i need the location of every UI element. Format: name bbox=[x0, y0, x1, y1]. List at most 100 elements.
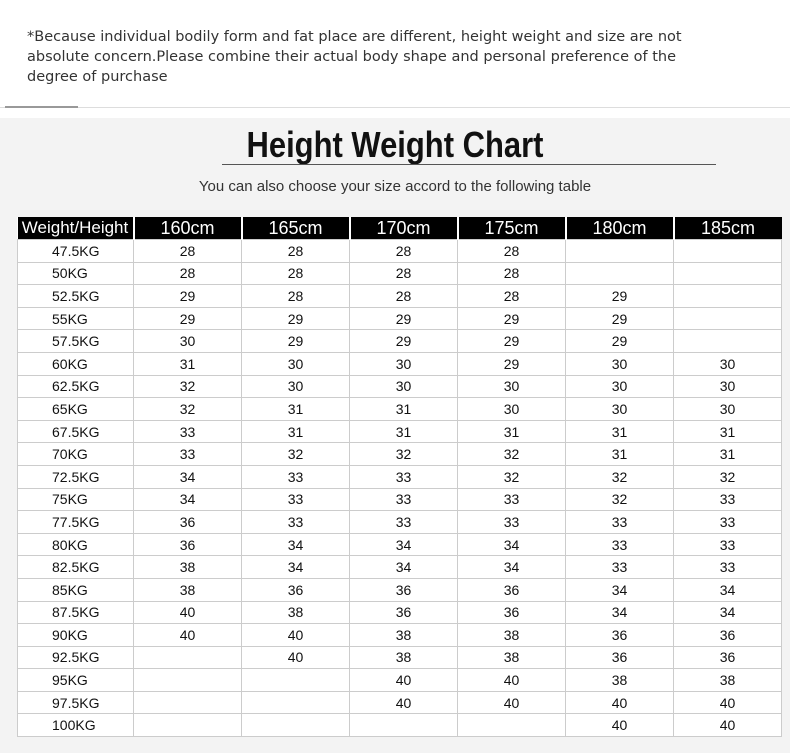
size-cell bbox=[673, 284, 782, 308]
size-cell: 40 bbox=[133, 600, 242, 625]
header-row: Weight/Height 160cm 165cm 170cm 175cm 180cm 18… bbox=[17, 217, 782, 240]
size-cell bbox=[565, 239, 674, 263]
size-cell: 33 bbox=[673, 510, 782, 534]
size-cell: 36 bbox=[349, 600, 458, 625]
header-cell: 165cm bbox=[240, 217, 350, 240]
size-cell: 40 bbox=[457, 668, 566, 692]
table-row: 90KG 40 40 38 38 36 36 bbox=[17, 623, 782, 647]
size-cell: 33 bbox=[349, 487, 458, 512]
size-cell: 29 bbox=[565, 329, 674, 353]
size-cell: 34 bbox=[565, 577, 674, 602]
size-cell: 38 bbox=[241, 600, 350, 625]
size-cell: 31 bbox=[133, 351, 242, 376]
size-cell: 31 bbox=[565, 419, 674, 444]
size-cell: 32 bbox=[457, 464, 566, 489]
size-cell: 28 bbox=[457, 239, 566, 263]
size-cell: 29 bbox=[565, 284, 674, 308]
size-cell: 38 bbox=[457, 645, 566, 670]
table-row: 97.5KG 40 40 40 40 bbox=[17, 690, 782, 715]
weight-cell: 72.5KG bbox=[17, 464, 134, 489]
table-row: 67.5KG 33 31 31 31 31 31 bbox=[17, 419, 782, 444]
table-row: 62.5KG 32 30 30 30 30 30 bbox=[17, 374, 782, 399]
size-cell: 31 bbox=[457, 419, 566, 444]
size-cell: 33 bbox=[457, 487, 566, 512]
table-row: 52.5KG 29 28 28 28 29 bbox=[17, 284, 782, 308]
size-cell: 30 bbox=[673, 397, 782, 421]
weight-cell: 47.5KG bbox=[17, 239, 134, 263]
size-cell: 28 bbox=[241, 239, 350, 263]
table-row: 87.5KG 40 38 36 36 34 34 bbox=[17, 600, 782, 625]
size-cell: 29 bbox=[133, 306, 242, 331]
size-cell: 34 bbox=[241, 532, 350, 557]
size-cell bbox=[241, 668, 350, 692]
size-cell: 29 bbox=[133, 284, 242, 308]
size-cell: 32 bbox=[241, 442, 350, 466]
size-cell: 29 bbox=[457, 306, 566, 331]
size-cell: 31 bbox=[349, 419, 458, 444]
weight-cell: 82.5KG bbox=[17, 555, 134, 579]
table-row: 80KG 36 34 34 34 33 33 bbox=[17, 532, 782, 557]
size-cell: 30 bbox=[133, 329, 242, 353]
header-cell: 185cm bbox=[672, 217, 782, 240]
size-cell: 40 bbox=[349, 690, 458, 715]
table-row: 100KG 40 40 bbox=[17, 713, 782, 738]
size-cell: 36 bbox=[241, 577, 350, 602]
size-cell bbox=[241, 713, 350, 738]
weight-cell: 77.5KG bbox=[17, 510, 134, 534]
weight-cell: 55KG bbox=[17, 306, 134, 331]
size-cell: 31 bbox=[241, 397, 350, 421]
header-cell: 175cm bbox=[456, 217, 566, 240]
size-cell: 33 bbox=[241, 487, 350, 512]
size-cell: 28 bbox=[133, 261, 242, 286]
size-cell bbox=[349, 713, 458, 738]
size-cell: 38 bbox=[133, 555, 242, 579]
size-cell bbox=[673, 261, 782, 286]
divider-accent bbox=[5, 106, 78, 108]
size-cell bbox=[133, 668, 242, 692]
size-cell: 33 bbox=[673, 555, 782, 579]
size-cell: 36 bbox=[133, 510, 242, 534]
table-row: 92.5KG 40 38 38 36 36 bbox=[17, 645, 782, 670]
title: Height Weight Chart bbox=[246, 124, 544, 165]
header-cell: 170cm bbox=[348, 217, 458, 240]
table-row: 95KG 40 40 38 38 bbox=[17, 668, 782, 692]
size-cell: 40 bbox=[349, 668, 458, 692]
size-cell: 36 bbox=[673, 623, 782, 647]
size-cell: 30 bbox=[673, 374, 782, 399]
size-cell: 36 bbox=[565, 623, 674, 647]
size-cell: 28 bbox=[241, 261, 350, 286]
weight-cell: 87.5KG bbox=[17, 600, 134, 625]
size-cell: 30 bbox=[565, 351, 674, 376]
weight-cell: 80KG bbox=[17, 532, 134, 557]
size-cell: 29 bbox=[241, 329, 350, 353]
header-cell: Weight/Height bbox=[17, 217, 134, 240]
size-cell: 33 bbox=[133, 442, 242, 466]
size-cell: 29 bbox=[457, 329, 566, 353]
size-cell: 36 bbox=[673, 645, 782, 670]
size-cell: 34 bbox=[565, 600, 674, 625]
weight-cell: 67.5KG bbox=[17, 419, 134, 444]
size-cell bbox=[133, 645, 242, 670]
size-cell: 33 bbox=[565, 555, 674, 579]
size-cell: 38 bbox=[457, 623, 566, 647]
size-cell: 30 bbox=[457, 397, 566, 421]
weight-cell: 95KG bbox=[17, 668, 134, 692]
size-cell: 38 bbox=[349, 623, 458, 647]
size-cell: 31 bbox=[673, 442, 782, 466]
note: *Because individual bodily form and fat … bbox=[27, 29, 682, 85]
table-row: 85KG 38 36 36 36 34 34 bbox=[17, 577, 782, 602]
size-cell: 40 bbox=[565, 690, 674, 715]
table-row: 70KG 33 32 32 32 31 31 bbox=[17, 442, 782, 466]
table-row: 77.5KG 36 33 33 33 33 33 bbox=[17, 510, 782, 534]
subtitle: You can also choose your size accord to … bbox=[198, 178, 592, 195]
size-cell: 29 bbox=[349, 329, 458, 353]
table-row: 72.5KG 34 33 33 32 32 32 bbox=[17, 464, 782, 489]
weight-cell: 97.5KG bbox=[17, 690, 134, 715]
size-cell: 36 bbox=[457, 577, 566, 602]
size-cell bbox=[133, 713, 242, 738]
size-cell: 34 bbox=[457, 532, 566, 557]
table-row: 65KG 32 31 31 30 30 30 bbox=[17, 397, 782, 421]
weight-cell: 92.5KG bbox=[17, 645, 134, 670]
size-cell: 33 bbox=[565, 532, 674, 557]
size-cell: 31 bbox=[241, 419, 350, 444]
